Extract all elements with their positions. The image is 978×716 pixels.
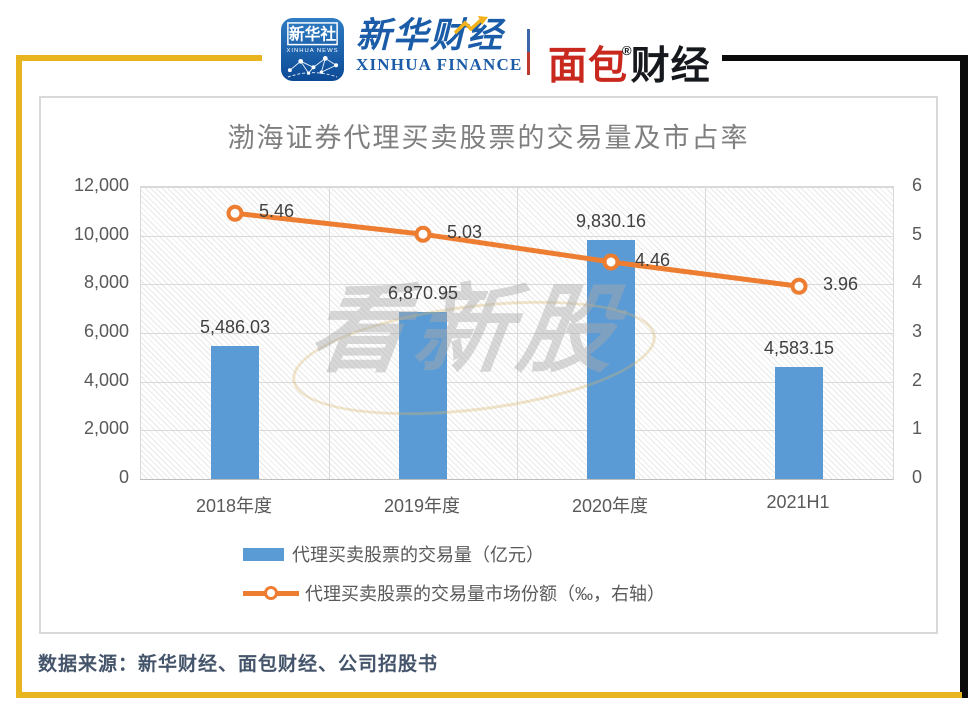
left-axis-tick: 0: [118, 467, 129, 487]
line-value-label: 3.96: [823, 274, 859, 295]
gold-trend-arrow-icon: [453, 16, 488, 35]
bar-value-label: 5,486.03: [199, 316, 271, 337]
frame-border-left: [16, 55, 22, 698]
market-share-line: [226, 204, 808, 295]
right-axis-tick: 6: [912, 175, 923, 195]
frame-border-top-gold: [16, 55, 262, 61]
gridline-vertical: [517, 187, 518, 479]
left-axis-tick: 2,000: [83, 418, 129, 439]
right-axis-tick: 4: [912, 272, 923, 293]
line-marker-icon: [226, 204, 244, 222]
mianbao-red-text: 面包: [548, 45, 629, 88]
legend-item-volume: 代理买卖股票的交易量（亿元）: [243, 542, 544, 566]
line-marker-icon: [790, 277, 808, 295]
logo-divider-red: [527, 52, 530, 75]
x-axis-label: 2019年度: [383, 496, 461, 516]
legend-bar-label: 代理买卖股票的交易量（亿元）: [292, 545, 544, 565]
frame-border-bottom: [16, 692, 962, 698]
right-axis-tick: 2: [912, 369, 923, 390]
xinhua-news-logo-icon: 新华社 XINHUA NEWS: [281, 18, 344, 81]
line-marker-icon: [414, 225, 432, 243]
left-axis-tick: 10,000: [73, 223, 129, 244]
right-axis-tick: 1: [912, 418, 923, 439]
badge-cn-text: 新华社: [289, 25, 336, 44]
line-value-label: 4.46: [635, 249, 671, 270]
bar-value-label: 4,583.15: [763, 338, 835, 359]
bar-value-label: 6,870.95: [387, 282, 459, 303]
x-axis-label: 2020年度: [571, 496, 649, 516]
plot-area: 看新股 5,486.03 5.46 6,870.95 5.03 9,830.16 4.46…: [140, 186, 894, 480]
chart-card: 渤海证券代理买卖股票的交易量及市占率 看新股 5,486.03 5.46 6,870…: [39, 96, 938, 634]
line-value-label: 5.46: [259, 201, 295, 222]
left-axis-tick: 4,000: [83, 369, 129, 390]
left-axis-tick: 8,000: [83, 272, 129, 293]
left-axis-tick: 6,000: [83, 321, 129, 341]
logo-divider: [527, 29, 530, 75]
x-axis-label: 2018年度: [195, 496, 273, 516]
xinhua-finance-cn-wordmark: 新华财经: [356, 15, 505, 56]
line-marker-icon: [602, 253, 620, 271]
legend-line-swatch: [243, 585, 299, 600]
gridline-vertical: [705, 187, 706, 479]
right-axis-tick: 3: [912, 321, 923, 341]
registered-trademark-icon: ®: [622, 43, 633, 58]
x-axis-label: 2021H1: [766, 492, 830, 512]
gridline-vertical: [329, 187, 330, 479]
line-value-label: 5.03: [447, 222, 483, 243]
right-axis-tick: 0: [912, 467, 923, 487]
bar-2020年度: [587, 239, 635, 479]
xinhua-finance-logo: 新华财经 XINHUA FINANCE: [356, 15, 531, 75]
mianbao-caijing-logo: 面包®财经: [548, 27, 711, 91]
bar-2018年度: [211, 345, 259, 479]
legend-item-share: 代理买卖股票的交易量市场份额（‰，右轴）: [243, 581, 665, 605]
legend-bar-swatch: [243, 547, 284, 561]
logo-divider-blue: [527, 29, 530, 52]
frame-border-top-black: [722, 55, 968, 61]
bar-2019年度: [399, 311, 447, 479]
chart-title: 渤海证券代理买卖股票的交易量及市占率: [227, 123, 750, 153]
right-axis-tick: 5: [912, 223, 923, 244]
left-axis-tick: 12,000: [73, 175, 129, 195]
mianbao-black-text: 财经: [630, 45, 711, 88]
xinhua-news-app-icon: 新华社 XINHUA NEWS: [281, 18, 344, 81]
legend-line-label: 代理买卖股票的交易量市场份额（‰，右轴）: [305, 584, 665, 604]
bar-value-label: 9,830.16: [575, 210, 647, 231]
bar-2021H1: [775, 367, 823, 479]
badge-network-nodes: [287, 55, 339, 75]
xinhua-finance-en-wordmark: XINHUA FINANCE: [356, 55, 523, 74]
data-source-note: 数据来源：新华财经、面包财经、公司招股书: [38, 653, 439, 675]
badge-en-text: XINHUA NEWS: [286, 48, 338, 54]
legend-line-marker-icon: [264, 585, 278, 600]
frame-border-right: [960, 55, 968, 698]
